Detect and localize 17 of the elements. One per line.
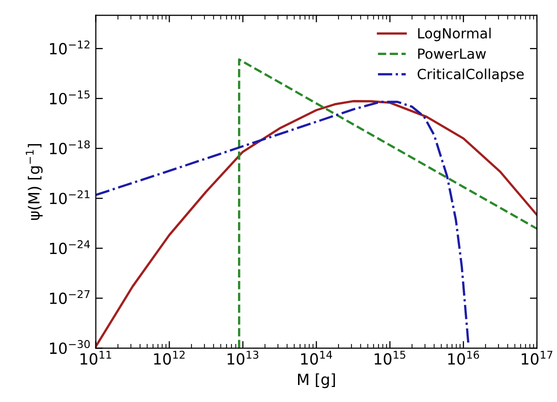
x-tick-label: 10$^{13}$ xyxy=(228,350,258,365)
y-axis-title: ψ(M) [g$^{−1}$] xyxy=(26,144,43,220)
x-tick-label: 10$^{12}$ xyxy=(154,350,185,365)
y-tick-label: 10$^{−18}$ xyxy=(50,140,90,154)
x-tick-label: 10$^{16}$ xyxy=(448,350,480,365)
legend-label: LogNormal xyxy=(418,28,491,42)
legend-label: PowerLaw xyxy=(418,48,486,59)
y-tick-label: 10$^{−15}$ xyxy=(50,90,90,104)
x-axis-title: M [g] xyxy=(298,373,335,388)
x-tick-label: 10$^{17}$ xyxy=(522,350,552,365)
legend-label: CriticalCollapse xyxy=(418,68,524,82)
x-tick-label: 10$^{15}$ xyxy=(374,350,406,365)
y-tick-label: 10$^{−12}$ xyxy=(50,40,90,54)
y-tick-label: 10$^{−21}$ xyxy=(50,190,90,204)
y-tick-label: 10$^{−24}$ xyxy=(50,240,90,254)
x-tick-label: 10$^{14}$ xyxy=(301,350,332,365)
y-tick-label: 10$^{−27}$ xyxy=(50,290,90,304)
